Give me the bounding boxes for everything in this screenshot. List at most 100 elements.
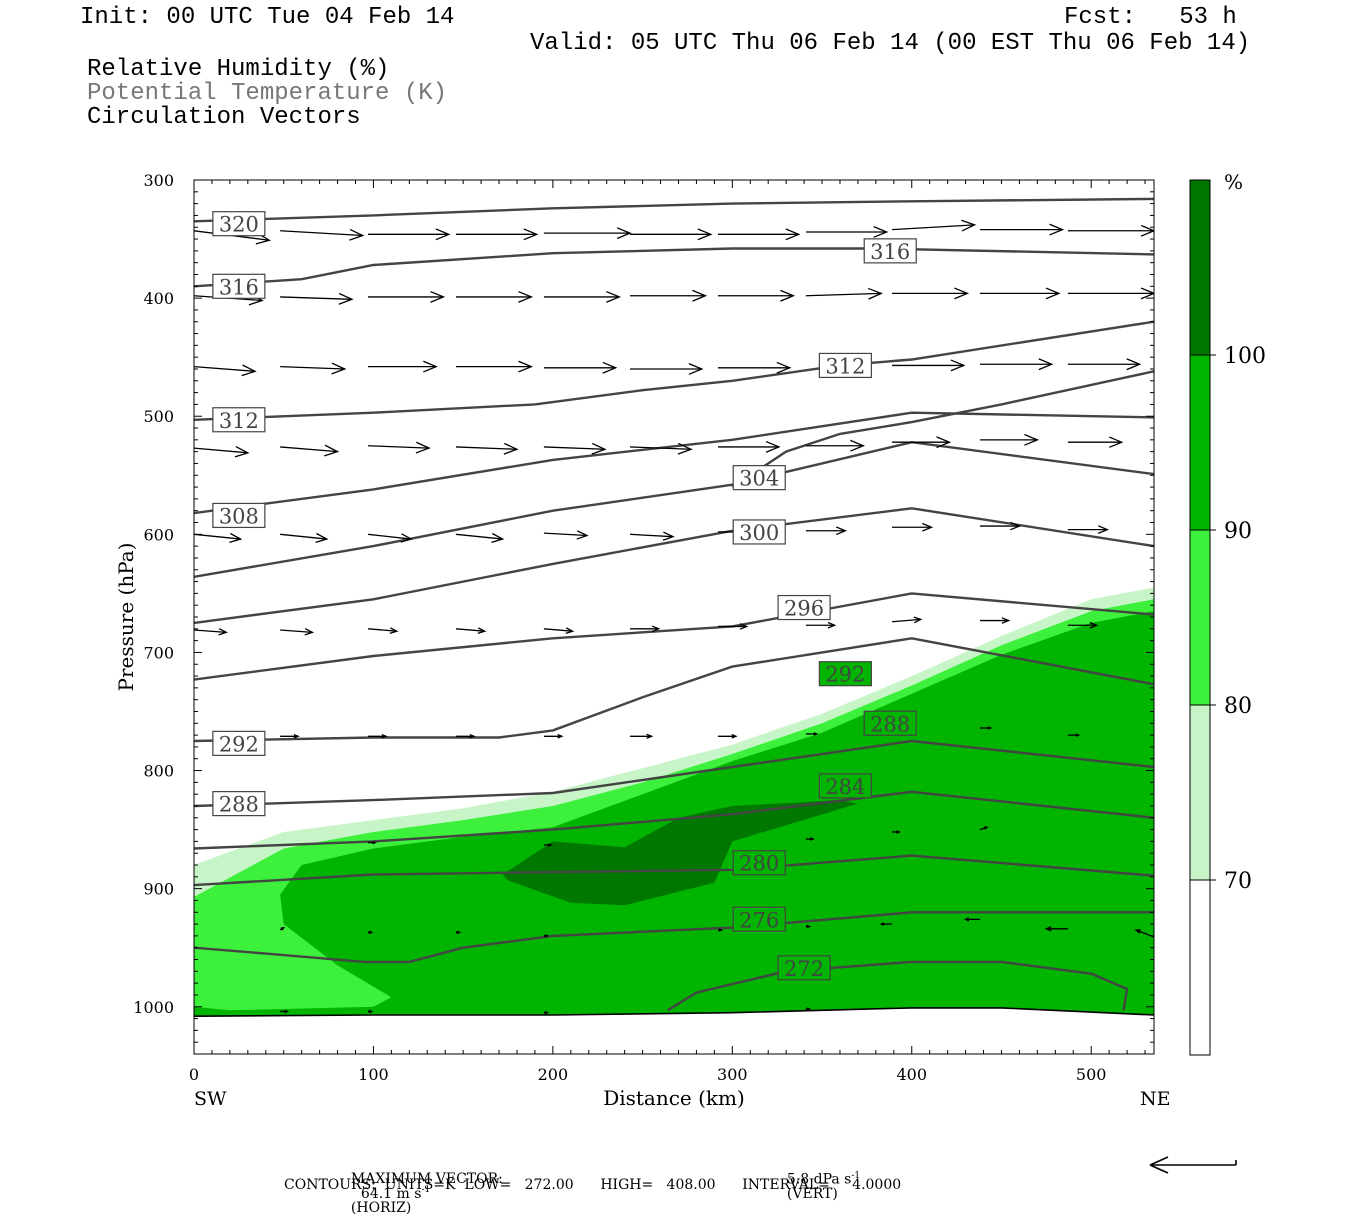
circulation-vector xyxy=(368,930,374,935)
vector-head xyxy=(1140,224,1154,237)
circulation-vector xyxy=(892,522,934,532)
circulation-vector xyxy=(455,442,519,455)
circulation-vector xyxy=(805,287,883,300)
isentrope-label: 292 xyxy=(818,661,872,687)
vector-head xyxy=(1049,223,1065,236)
y-tick-label: 1000 xyxy=(133,998,174,1017)
isentrope-label-text: 280 xyxy=(739,852,779,876)
circulation-vector xyxy=(805,439,866,452)
isentrope-316 xyxy=(194,247,1154,288)
vector-head xyxy=(646,733,654,739)
circulation-vector xyxy=(194,446,250,458)
isentrope-label-box xyxy=(777,594,831,621)
circulation-vector xyxy=(368,840,377,845)
vector-head xyxy=(922,522,934,532)
axes-layer: 300 400 500 600 700 800 900 1000 0 100 200 300 400 50… xyxy=(133,171,1154,1084)
x-tick-label: 500 xyxy=(1076,1065,1107,1084)
isentrope-296 xyxy=(194,592,1154,681)
vector-head xyxy=(241,364,257,377)
init-time: Init: 00 UTC Tue 04 Feb 14 xyxy=(80,4,455,31)
sw-label: SW xyxy=(194,1088,227,1110)
isentrope-label: 280 xyxy=(732,850,786,876)
vector-shaft xyxy=(280,365,345,370)
circulation-vector xyxy=(194,628,228,636)
isentrope-label: 304 xyxy=(732,465,786,491)
circulation-vector xyxy=(891,219,977,232)
vert-max-line: 5.8 dPa s-1 (VERT) xyxy=(778,1158,860,1201)
circulation-vector xyxy=(280,733,300,739)
vector-shaft xyxy=(194,533,241,540)
vector-head xyxy=(688,363,704,375)
y-tick-label: 700 xyxy=(143,643,174,662)
isentrope-label-text: 312 xyxy=(825,354,865,378)
vector-head xyxy=(491,532,505,544)
vector-head xyxy=(1109,436,1124,448)
vector-shaft xyxy=(280,296,352,300)
vector-head xyxy=(368,930,374,935)
circulation-vector xyxy=(630,531,675,541)
isentrope-284 xyxy=(194,790,1154,850)
circulation-vector xyxy=(280,1009,290,1014)
circulation-vector xyxy=(979,726,993,730)
colorbar-segment xyxy=(1189,179,1211,356)
vector-head xyxy=(780,289,796,302)
vector-head xyxy=(867,287,883,300)
vector-head xyxy=(315,532,329,544)
circulation-vector xyxy=(543,442,607,455)
vert-exp: -1 xyxy=(851,1171,861,1181)
circulation-vector xyxy=(805,1007,812,1011)
circulation-vector xyxy=(805,732,819,736)
circulation-vector xyxy=(892,436,952,449)
circulation-vector xyxy=(543,627,575,634)
x-axis-title: Distance (km) xyxy=(603,1086,745,1110)
y-tick-label: 500 xyxy=(143,407,174,426)
reference-vector xyxy=(1149,1156,1237,1174)
vector-head xyxy=(430,290,446,303)
isentrope-label-box xyxy=(818,773,872,799)
isentrope-label-box xyxy=(212,211,266,237)
circulation-vector xyxy=(1067,287,1154,300)
isentrope-label-text: 320 xyxy=(219,213,259,237)
circulation-vector xyxy=(979,617,1011,624)
isentrope-label-text: 316 xyxy=(219,275,259,299)
colorbar-level-label: 100 xyxy=(1224,344,1266,369)
vector-head xyxy=(776,361,792,374)
circulation-vector xyxy=(979,287,1061,300)
circulation-vector xyxy=(194,364,257,377)
isentrope-label-text: 304 xyxy=(739,467,779,491)
vert-max: 5.8 dPa s xyxy=(786,1171,852,1188)
circulation-vector xyxy=(1067,358,1142,371)
vector-head xyxy=(456,930,462,935)
circulation-vector xyxy=(368,228,451,241)
x-tick-label: 300 xyxy=(717,1065,748,1084)
x-tick-label: 400 xyxy=(896,1065,927,1084)
vector-head xyxy=(338,292,354,305)
y-tick-label: 800 xyxy=(143,762,174,781)
circulation-vector xyxy=(368,441,431,454)
circulation-vector xyxy=(1067,525,1110,534)
colorbar-level-label: 70 xyxy=(1224,869,1252,894)
circulation-vector xyxy=(1067,436,1124,448)
vector-head xyxy=(544,934,550,938)
isentrope-308 xyxy=(194,411,1154,515)
circulation-vector xyxy=(280,532,329,544)
horiz-max: 64.1 m s xyxy=(360,1185,422,1202)
vector-head xyxy=(1134,929,1141,934)
vector-shaft xyxy=(805,292,882,297)
vector-shaft xyxy=(630,446,692,450)
vector-head xyxy=(987,726,993,730)
isentrope-label: 300 xyxy=(732,519,786,545)
isentrope-label-text: 284 xyxy=(825,775,865,799)
vector-head xyxy=(349,228,365,241)
vector-head xyxy=(806,1007,812,1011)
field-title-vectors: Circulation Vectors xyxy=(87,104,361,131)
circulation-vector xyxy=(368,733,388,739)
colorbar-unit: % xyxy=(1224,170,1243,194)
vector-head xyxy=(616,227,632,240)
isentrope-label-box xyxy=(212,273,266,299)
circulation-vector xyxy=(543,1010,550,1015)
circulation-vector xyxy=(805,526,848,536)
circulation-vector xyxy=(891,616,923,624)
circulation-vector xyxy=(805,226,889,238)
